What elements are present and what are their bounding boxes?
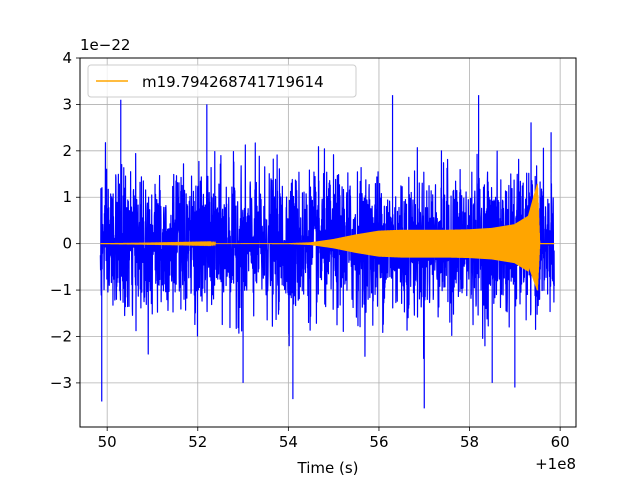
x-offset-label: +1e8 — [535, 455, 576, 473]
x-tick-label: 58 — [460, 433, 479, 451]
legend-label: m19.794268741719614 — [142, 73, 324, 91]
tick-labels: 50 52 54 56 58 60 −3 −2 −1 0 1 2 3 4 — [50, 49, 570, 451]
tick-marks — [76, 57, 561, 431]
legend-box — [87, 64, 357, 98]
y-tick-label: 2 — [62, 142, 72, 160]
y-tick-label: 4 — [62, 49, 72, 67]
x-axis-label: Time (s) — [297, 459, 359, 477]
y-tick-label: −3 — [50, 374, 72, 392]
x-tick-label: 60 — [551, 433, 570, 451]
y-tick-label: −2 — [50, 327, 72, 345]
y-tick-label: 0 — [62, 235, 72, 253]
x-tick-label: 50 — [98, 433, 117, 451]
axes-frame — [79, 57, 577, 428]
series-line-noise — [99, 95, 555, 409]
y-tick-label: −1 — [50, 281, 72, 299]
y-tick-label: 3 — [62, 95, 72, 113]
series-layer — [99, 95, 555, 409]
legend: m19.794268741719614 — [87, 64, 357, 98]
x-tick-label: 52 — [188, 433, 207, 451]
x-tick-label: 54 — [279, 433, 298, 451]
y-tick-label: 1 — [62, 188, 72, 206]
y-scale-label: 1e−22 — [80, 36, 130, 54]
x-tick-label: 56 — [369, 433, 388, 451]
series-line-chirp — [100, 183, 555, 291]
